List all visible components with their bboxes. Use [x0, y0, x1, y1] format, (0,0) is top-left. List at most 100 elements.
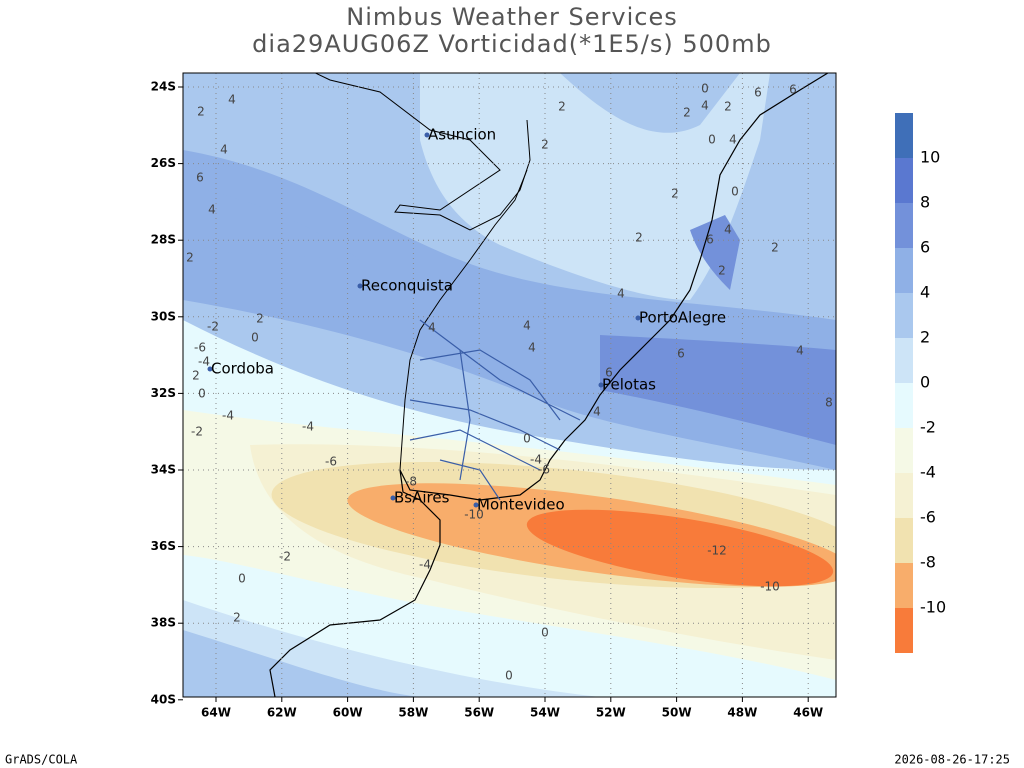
contour-label: 4 [208, 203, 216, 217]
contour-label: 0 [238, 572, 246, 586]
contour-label: 4 [523, 319, 531, 333]
colorbar-label: 2 [920, 328, 930, 347]
contour-label: 0 [505, 669, 513, 683]
contour-label: 6 [706, 233, 714, 247]
contour-label: -6 [538, 463, 550, 477]
contour-label: 4 [528, 341, 536, 355]
colorbar-swatch [895, 518, 913, 563]
colorbar-label: 8 [920, 193, 930, 212]
map-frame [182, 72, 837, 698]
lat-tick-label: 34S [151, 463, 176, 477]
lon-tick-label: 50W [662, 706, 692, 720]
colorbar-swatch [895, 608, 913, 653]
contour-label: 2 [724, 100, 732, 114]
contour-label: 2 [771, 241, 779, 255]
contour-label: 4 [796, 344, 804, 358]
contour-label: 0 [731, 185, 739, 199]
city-dot [598, 382, 604, 388]
contour-label: 4 [228, 93, 236, 107]
contour-label: -8 [405, 475, 417, 489]
colorbar-swatch [895, 293, 913, 338]
city-label: PortoAlegre [639, 309, 726, 327]
contour-label: 0 [708, 133, 716, 147]
city-dot [473, 502, 479, 508]
contour-label: -2 [279, 550, 291, 564]
city-label: Pelotas [602, 376, 656, 394]
colorbar-label: -10 [920, 598, 946, 617]
lat-tick-label: 38S [151, 616, 176, 630]
colorbar: 10 8 6 4 2 0 -2 -4 -6 -8 -10 [895, 113, 946, 653]
city-label: BsAires [394, 489, 450, 507]
colorbar-swatch [895, 113, 913, 158]
colorbar-swatch [895, 473, 913, 518]
contour-label: -4 [198, 355, 210, 369]
lat-tick-label: 30S [151, 309, 176, 323]
contour-label: 4 [593, 405, 601, 419]
contour-label: -4 [530, 453, 542, 467]
contour-label: 4 [729, 133, 737, 147]
city-label: Asuncion [428, 126, 496, 144]
city-label: Cordoba [211, 360, 274, 378]
colorbar-label: 4 [920, 283, 930, 302]
title: Nimbus Weather Services [346, 3, 677, 31]
lon-tick-label: 60W [333, 706, 363, 720]
contour-label: 2 [233, 611, 241, 625]
contour-label: 0 [523, 432, 531, 446]
grid: 24S 26S 28S 30S 32S 34S 36S 38S 40S 64W 62W 60W 58W 5… [151, 73, 836, 720]
colorbar-swatch [895, 158, 913, 203]
lon-tick-label: 46W [793, 706, 823, 720]
city-label: Reconquista [361, 277, 453, 295]
contour-label: 2 [256, 312, 264, 326]
city-dot [424, 132, 430, 138]
contour-label: 0 [701, 82, 709, 96]
lon-tick-label: 58W [398, 706, 428, 720]
contour-label: -10 [760, 580, 780, 594]
contour-label: 2 [186, 251, 194, 265]
contour-label: 0 [198, 387, 206, 401]
contour-label: 6 [605, 366, 613, 380]
contour-label: -6 [194, 341, 206, 355]
contour-label: 6 [789, 83, 797, 97]
colorbar-label: -4 [920, 463, 936, 482]
city-dot [635, 315, 641, 321]
lon-tick-label: 64W [201, 706, 231, 720]
city-dot [207, 366, 213, 372]
contour-label: 2 [635, 231, 643, 245]
contour-label: -4 [222, 409, 234, 423]
lat-tick-label: 40S [151, 692, 176, 706]
contour-label: 2 [192, 369, 200, 383]
contour-label: 2 [683, 106, 691, 120]
contour-label: 6 [754, 86, 762, 100]
colorbar-label: -8 [920, 553, 936, 572]
colorbar-label: 6 [920, 238, 930, 257]
contour-label: -2 [191, 425, 203, 439]
contour-label: 2 [558, 100, 566, 114]
contour-label: 4 [701, 99, 709, 113]
contour-label: 2 [671, 187, 679, 201]
colorbar-swatch [895, 338, 913, 383]
lon-tick-label: 52W [596, 706, 626, 720]
contour-label: -10 [464, 508, 484, 522]
colorbar-swatch [895, 563, 913, 608]
colorbar-swatch [895, 428, 913, 473]
contour-label: 2 [197, 105, 205, 119]
contour-label: 4 [428, 321, 436, 335]
contour-label: -6 [325, 455, 337, 469]
lon-tick-label: 56W [464, 706, 494, 720]
lat-tick-label: 26S [151, 156, 176, 170]
lat-tick-label: 32S [151, 386, 176, 400]
colorbar-label: 0 [920, 373, 930, 392]
contour-label: 4 [724, 223, 732, 237]
contour-label: 2 [718, 264, 726, 278]
colorbar-label: -2 [920, 418, 936, 437]
contour-label: -4 [302, 420, 314, 434]
city-dot [357, 283, 363, 289]
lon-tick-label: 62W [267, 706, 297, 720]
contour-label: 0 [251, 331, 259, 345]
lon-tick-label: 54W [530, 706, 560, 720]
lon-tick-label: 48W [727, 706, 757, 720]
contour-label: 4 [617, 287, 625, 301]
colorbar-swatch [895, 248, 913, 293]
contour-label: 8 [825, 396, 833, 410]
